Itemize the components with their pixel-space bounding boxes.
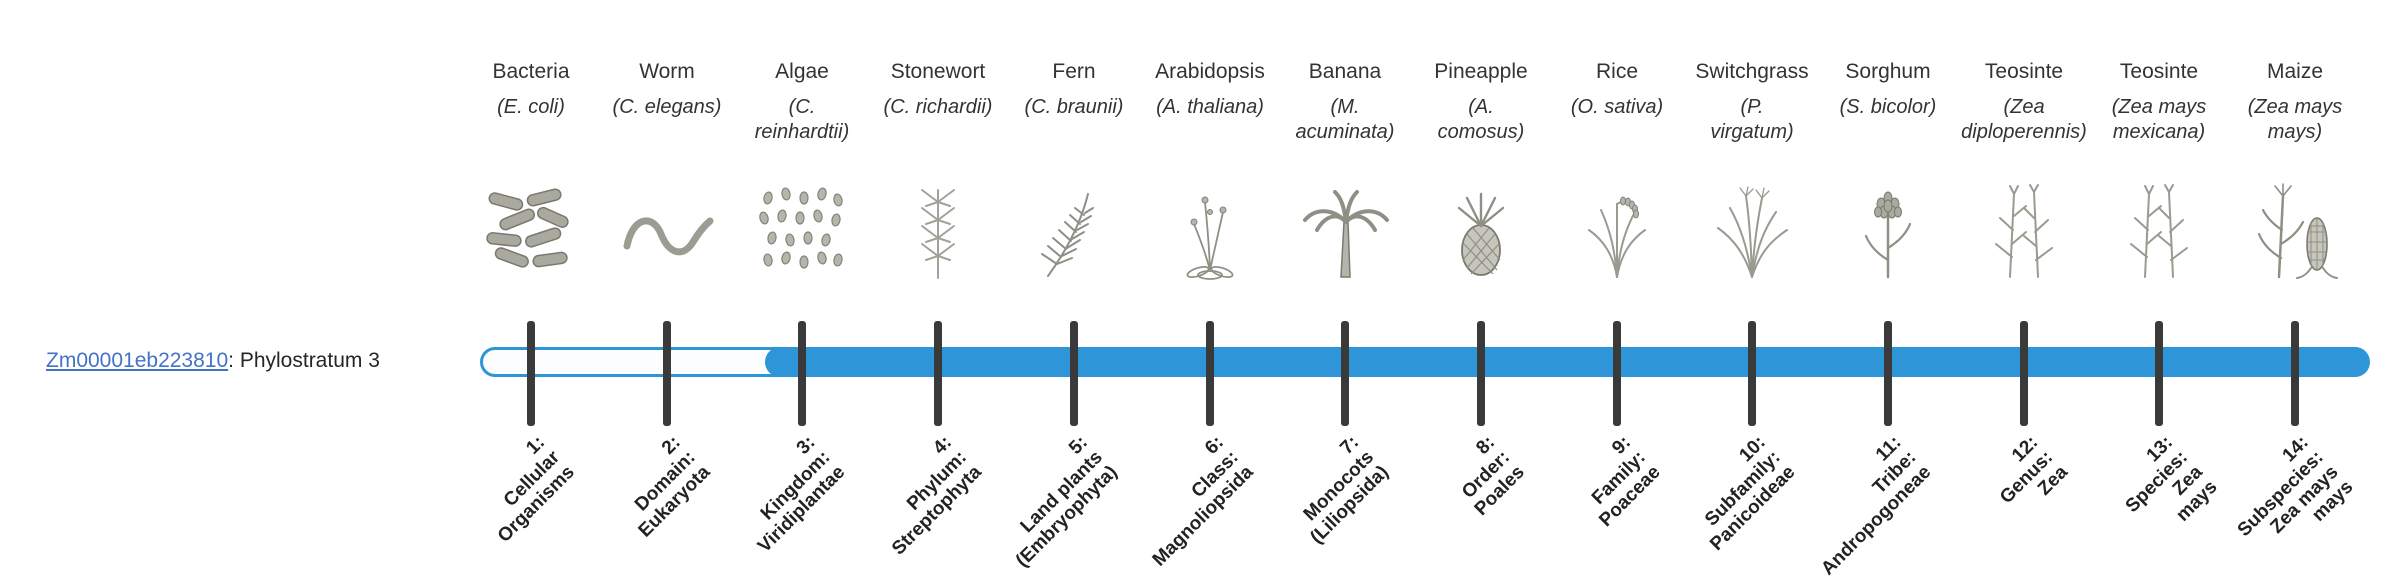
organism-column: Banana (M. acuminata) 7: Monocots (Lilio… [1270, 0, 1420, 580]
organism-scientific-name: (E. coli) [497, 96, 565, 118]
switchgrass-icon [1717, 186, 1788, 278]
fern-icon [1041, 193, 1094, 277]
organism-scientific-name: (Zea diploperennis) [1961, 96, 2087, 143]
organism-column: Stonewort (C. richardii) 4: Phylum: Stre… [863, 0, 1013, 580]
organism-scientific-name: (M. acuminata) [1295, 96, 1395, 143]
organism-common-name: Worm [639, 60, 695, 83]
rice-icon [1588, 196, 1646, 278]
organism-common-name: Algae [775, 60, 829, 83]
arabidopsis-icon [1185, 196, 1235, 281]
organism-common-name: Sorghum [1845, 60, 1931, 83]
timeline-track [480, 347, 2370, 377]
organism-common-name: Teosinte [2119, 60, 2199, 83]
gene-phylostratum-text: : Phylostratum 3 [228, 349, 380, 372]
timeline-filled-segment [765, 347, 2370, 377]
organism-column: Arabidopsis (A. thaliana) 6: Class: Magn… [1135, 0, 1285, 580]
organism-common-name: Bacteria [492, 60, 570, 83]
organism-column: Algae (C. reinhardtii) 3: Kingdom: Virid… [727, 0, 877, 580]
banana-icon [1303, 190, 1389, 279]
bacteria-icon [485, 187, 571, 270]
stratum-label: 10: Subfamily: Panicoideae [1701, 432, 1800, 555]
organism-column: Switchgrass (P. virgatum) 10: Subfamily:… [1677, 0, 1827, 580]
timeline-tick [1477, 321, 1485, 426]
organism-column: Teosinte (Zea mays mexicana) 13: Species… [2084, 0, 2234, 580]
organism-scientific-name: (O. sativa) [1570, 96, 1664, 118]
organism-common-name: Arabidopsis [1155, 60, 1265, 83]
stratum-label: 6: Class: Magnoliopsida [1148, 432, 1258, 571]
timeline-tick [1884, 321, 1892, 426]
timeline-tick [527, 321, 535, 426]
stratum-label: 7: Monocots (Liliopsida) [1299, 432, 1393, 549]
timeline-tick [1206, 321, 1214, 426]
stratum-label: 5: Land plants (Embryophyta) [1011, 432, 1122, 572]
gene-label: Zm00001eb223810: Phylostratum 3 [46, 348, 380, 374]
organism-column: Teosinte (Zea diploperennis) 12: Genus: … [1949, 0, 2099, 580]
organism-common-name: Stonewort [890, 60, 986, 83]
pineapple-icon [1457, 192, 1505, 277]
timeline-tick [934, 321, 942, 426]
organism-common-name: Rice [1595, 60, 1638, 83]
organism-column: Sorghum (S. bicolor) 11: Tribe: Andropog… [1813, 0, 1963, 580]
gene-id-link[interactable]: Zm00001eb223810 [46, 349, 229, 372]
timeline-tick [1070, 321, 1078, 426]
teosinte-diploperennis-icon [1995, 184, 2053, 278]
organism-scientific-name: (A. thaliana) [1156, 96, 1264, 118]
teosinte-mexicana-icon [2130, 184, 2188, 278]
timeline-tick [2155, 321, 2163, 426]
timeline-tick [2291, 321, 2299, 426]
organism-scientific-name: (S. bicolor) [1839, 96, 1937, 118]
timeline-tick [2020, 321, 2028, 426]
organism-common-name: Teosinte [1984, 60, 2064, 83]
organism-scientific-name: (C. reinhardtii) [754, 96, 850, 143]
organism-column: Fern (C. braunii) 5: Land plants (Embryo… [999, 0, 1149, 580]
organism-column: Rice (O. sativa) 9: Family: Poaceae [1542, 0, 1692, 580]
worm-icon [617, 176, 717, 288]
stratum-label: 4: Phylum: Streptophyta [887, 432, 986, 560]
algae-icon [758, 186, 844, 269]
organism-scientific-name: (C. braunii) [1024, 96, 1124, 118]
stratum-label: 14: Subspecies: Zea mays mays [2233, 432, 2358, 541]
timeline-tick [1748, 321, 1756, 426]
stratum-label: 2: Domain: Eukaryota [631, 432, 715, 542]
stratum-label: 13: Species: Zea mays [2121, 432, 2222, 526]
sorghum-icon [1864, 190, 1912, 279]
organism-common-name: Maize [2266, 60, 2324, 83]
stratum-label: 12: Genus: Zea [1995, 432, 2072, 508]
organism-common-name: Fern [1052, 60, 1096, 83]
timeline-tick [798, 321, 806, 426]
timeline-tick [1613, 321, 1621, 426]
organism-scientific-name: (A. comosus) [1437, 96, 1525, 143]
stratum-label: 3: Kingdom: Viridiplantae [754, 432, 850, 557]
organism-scientific-name: (C. elegans) [612, 96, 722, 118]
organism-column: Maize (Zea mays mays) 14: Subspecies: Ze… [2220, 0, 2370, 580]
organism-column: Bacteria (E. coli) 1: Cellular Organisms [456, 0, 606, 580]
organism-scientific-name: (Zea mays mays) [2247, 96, 2343, 143]
stratum-label: 8: Order: Poales [1457, 432, 1529, 520]
organism-column: Pineapple (A. comosus) 8: Order: Poales [1406, 0, 1556, 580]
organism-common-name: Banana [1308, 60, 1382, 83]
timeline-tick [1341, 321, 1349, 426]
organism-scientific-name: (P. virgatum) [1710, 96, 1794, 143]
organism-column: Worm (C. elegans) 2: Domain: Eukaryota [592, 0, 742, 580]
stratum-label: 1: Cellular Organisms [493, 432, 579, 547]
maize-icon [2257, 182, 2339, 280]
organism-scientific-name: (Zea mays mexicana) [2111, 96, 2207, 143]
organism-common-name: Switchgrass [1695, 60, 1809, 83]
stratum-label: 9: Family: Poaceae [1587, 432, 1665, 532]
stonewort-icon [921, 189, 955, 279]
timeline-tick [663, 321, 671, 426]
organism-common-name: Pineapple [1434, 60, 1528, 83]
organism-scientific-name: (C. richardii) [883, 96, 993, 118]
